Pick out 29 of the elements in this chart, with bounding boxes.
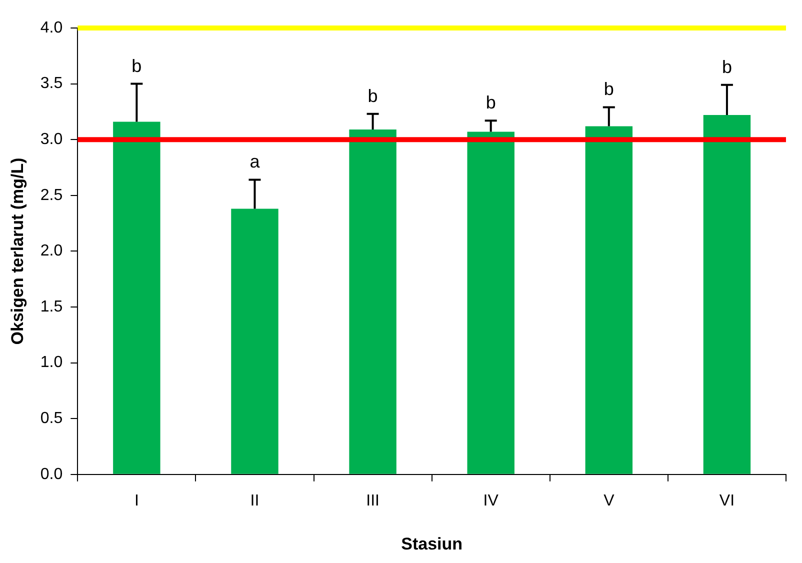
bar [349, 130, 396, 474]
bar [231, 208, 278, 474]
x-tick-label: IV [483, 492, 499, 510]
annotation: b [722, 56, 732, 77]
bar [113, 122, 160, 474]
y-tick-label: 3.0 [40, 131, 63, 148]
x-tick-label: III [366, 492, 380, 510]
annotation: a [250, 152, 261, 172]
y-tick-label: 3.5 [40, 75, 63, 92]
y-tick-label: 2.0 [40, 242, 63, 260]
y-tick-label: 0.5 [40, 410, 63, 428]
y-tick-label: 2.5 [40, 186, 63, 204]
annotation: b [132, 56, 142, 76]
bar [467, 132, 514, 474]
annotation: b [486, 92, 496, 113]
x-tick-label: VI [719, 492, 735, 510]
y-tick-label: 1.5 [40, 298, 63, 316]
y-tick-label: 1.0 [40, 354, 63, 372]
y-tick-label: 4.0 [40, 19, 63, 36]
x-tick-label: V [604, 492, 615, 510]
annotation: b [368, 86, 378, 106]
bar [585, 126, 633, 474]
y-axis-title: Oksigen terlarut (mg/L) [8, 158, 27, 345]
annotation: b [604, 79, 614, 100]
x-tick-label: I [134, 492, 139, 510]
bar [703, 115, 751, 474]
x-tick-label: II [250, 492, 260, 510]
x-axis-title: Stasiun [401, 534, 463, 554]
y-tick-label: 0.0 [40, 466, 63, 483]
